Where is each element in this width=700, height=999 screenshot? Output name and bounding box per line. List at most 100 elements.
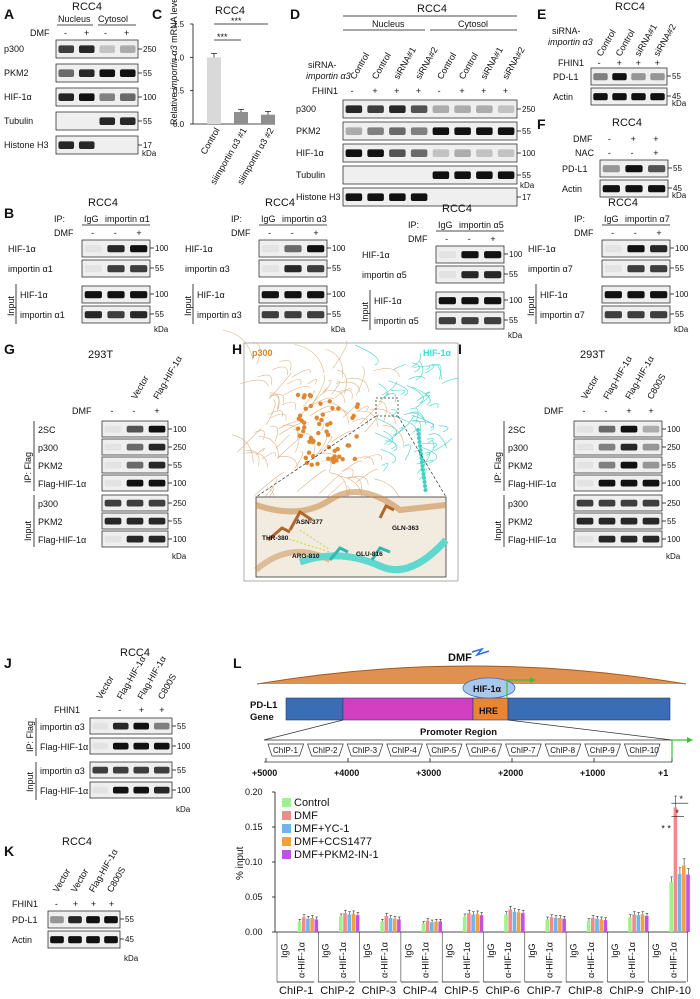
row-label: importin α1 xyxy=(20,310,65,320)
mw-marker: 55 xyxy=(673,164,682,173)
band xyxy=(627,291,645,299)
panel-letter: I xyxy=(458,341,462,357)
sign: + xyxy=(109,899,114,909)
treat-label: DMF xyxy=(72,406,92,416)
band xyxy=(104,479,122,487)
band xyxy=(307,265,325,273)
blot-strip xyxy=(258,239,328,258)
band xyxy=(78,69,95,77)
ip-blot-1: RCC4 IP: IgG importin α1 DMF - - + HIF-1α 100 impo… xyxy=(6,197,169,334)
band xyxy=(99,117,116,125)
band xyxy=(454,149,471,157)
mw-marker: 250 xyxy=(522,105,536,114)
bar xyxy=(549,917,554,932)
sign: - xyxy=(132,406,135,416)
lane-label: Vector xyxy=(579,374,600,401)
bar xyxy=(351,913,356,932)
band xyxy=(625,185,643,193)
row-label: HIF-1α xyxy=(8,244,36,254)
position-label: +4000 xyxy=(334,768,359,778)
band xyxy=(84,311,102,319)
kda-label: kDa xyxy=(672,191,687,200)
x-tick-label: IgG xyxy=(321,943,331,958)
band xyxy=(497,171,515,179)
bar xyxy=(644,915,649,932)
treat-label: DMF xyxy=(54,228,74,238)
col-nucleus: Nucleus xyxy=(372,19,405,29)
mw-marker: 100 xyxy=(155,244,169,253)
input-label: Input xyxy=(183,295,193,316)
sign: - xyxy=(118,705,121,715)
residue-label: ASN-377 xyxy=(296,519,323,526)
position-label: +2000 xyxy=(498,768,523,778)
band xyxy=(107,265,125,273)
residue-label: GLU-816 xyxy=(356,551,383,558)
row-label: HIF-1α xyxy=(197,290,225,300)
band xyxy=(576,517,594,525)
band xyxy=(650,265,668,273)
sign: - xyxy=(604,406,607,416)
band xyxy=(650,291,668,299)
sign: + xyxy=(653,148,658,158)
band xyxy=(112,766,129,774)
row-label: p300 xyxy=(296,104,316,114)
blot-strip xyxy=(342,121,518,141)
treat-label: DMF xyxy=(574,228,594,238)
band xyxy=(461,317,479,325)
band xyxy=(58,93,75,101)
panel-f: F RCC4 DMF NAC - + + - - + PD-L1 55 Actin 45 kDa xyxy=(537,116,687,200)
band xyxy=(126,499,144,507)
blot-strip xyxy=(101,530,169,548)
y-tick-label: 0.0 xyxy=(173,120,185,129)
row-label: importin α3 xyxy=(40,766,85,776)
x-tick-label: α-HIF-1α xyxy=(586,942,596,978)
band xyxy=(367,193,384,201)
row-label: importin α3 xyxy=(40,722,85,732)
row-label: Tubulin xyxy=(296,170,325,180)
x-tick-label: IgG xyxy=(568,943,578,958)
band xyxy=(148,535,166,543)
band xyxy=(454,127,471,135)
legend-swatch xyxy=(282,850,291,859)
blot-strip xyxy=(101,456,169,474)
mw-marker: 100 xyxy=(332,290,346,299)
kda-label: kDa xyxy=(508,331,523,340)
blot-strip xyxy=(342,143,518,163)
position-label: +1 xyxy=(658,768,668,778)
sirna-gene: importin α3 xyxy=(548,37,593,47)
legend-swatch xyxy=(282,824,291,833)
mw-marker: 100 xyxy=(675,290,689,299)
band xyxy=(126,479,144,487)
position-label: +1000 xyxy=(580,768,605,778)
treat-label: FHIN1 xyxy=(558,58,584,68)
cell-line: RCC4 xyxy=(72,1,102,13)
kda-label: kDa xyxy=(124,954,139,963)
sign: + xyxy=(648,406,653,416)
band xyxy=(642,535,660,543)
kda-label: kDa xyxy=(154,325,169,334)
ip-flag-label: IP: Flag xyxy=(493,452,503,483)
blot-strip xyxy=(590,67,668,86)
blot-strip xyxy=(573,530,663,548)
ip-label: IP: xyxy=(231,214,242,224)
mw-marker: 100 xyxy=(667,535,681,544)
row-label: PKM2 xyxy=(296,126,321,136)
promoter-label: Promoter Region xyxy=(420,727,497,738)
chip-region-label: ChIP-8 xyxy=(550,746,575,755)
chip-region-label: ChIP-4 xyxy=(392,746,417,755)
lane-label: Control xyxy=(435,51,458,81)
panel-letter: G xyxy=(4,341,15,357)
input-label: Input xyxy=(526,295,536,316)
band xyxy=(68,936,82,944)
band xyxy=(410,149,428,157)
band xyxy=(261,311,279,319)
band xyxy=(598,443,616,451)
blot-strip xyxy=(101,512,169,530)
band xyxy=(598,479,616,487)
mw-marker: 55 xyxy=(173,461,182,470)
row-label: importin α3 xyxy=(185,264,230,274)
band xyxy=(153,722,170,730)
band xyxy=(642,461,660,469)
blot-strip xyxy=(89,781,173,799)
blot-strip xyxy=(81,305,151,324)
